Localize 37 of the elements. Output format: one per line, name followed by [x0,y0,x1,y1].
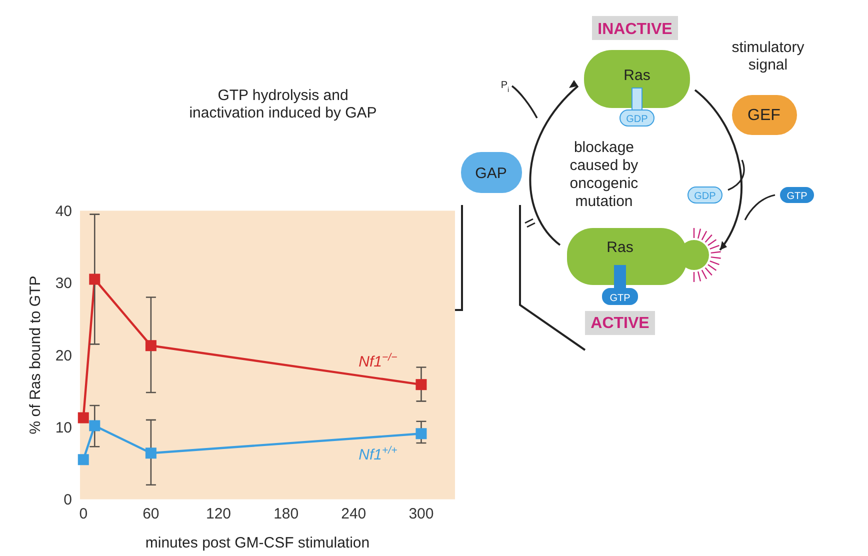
text: stimulatory signal [732,39,805,74]
series-label: Nf1$^{+/+}$ [358,444,398,464]
point [145,340,156,352]
x-axis-title: minutes post GM-CSF stimulation [145,534,370,552]
x-tick-label: 240 [341,505,366,522]
text: ACTIVE [590,315,650,332]
text: P$_{i}$ [500,80,510,94]
text: Ras [606,239,634,256]
point [416,428,427,440]
point [78,412,89,424]
text: GTP hydrolysis and inactivation induced by GAP [189,87,377,122]
text: blockage caused by oncogenic mutation [570,139,639,210]
x-tick-label: 300 [408,505,434,522]
x-tick-label: 60 [142,505,160,522]
y-axis-title: % of Ras bound to GTP [27,276,44,434]
y-tick-label: 0 [64,492,72,509]
text: INACTIVE [598,21,673,38]
text: GEF [748,107,781,124]
text: GTP [610,293,631,304]
series-label: Nf1$^{−/−}$ [358,352,398,371]
point [416,379,427,390]
text: GDP [626,114,648,125]
x-tick-label: 180 [274,505,299,522]
x-tick-label: 120 [206,505,232,522]
text: GTP [786,191,808,202]
x-tick-label: 0 [79,505,88,522]
y-tick-label: 20 [55,347,72,364]
text: GAP [475,165,507,182]
y-tick-label: 10 [55,419,72,436]
point [89,274,100,285]
point [89,420,100,432]
point [145,448,156,459]
text: GDP [694,191,716,202]
point [78,454,89,466]
text: Ras [624,67,650,84]
y-tick-label: 30 [55,275,72,292]
y-tick-label: 40 [55,202,72,220]
